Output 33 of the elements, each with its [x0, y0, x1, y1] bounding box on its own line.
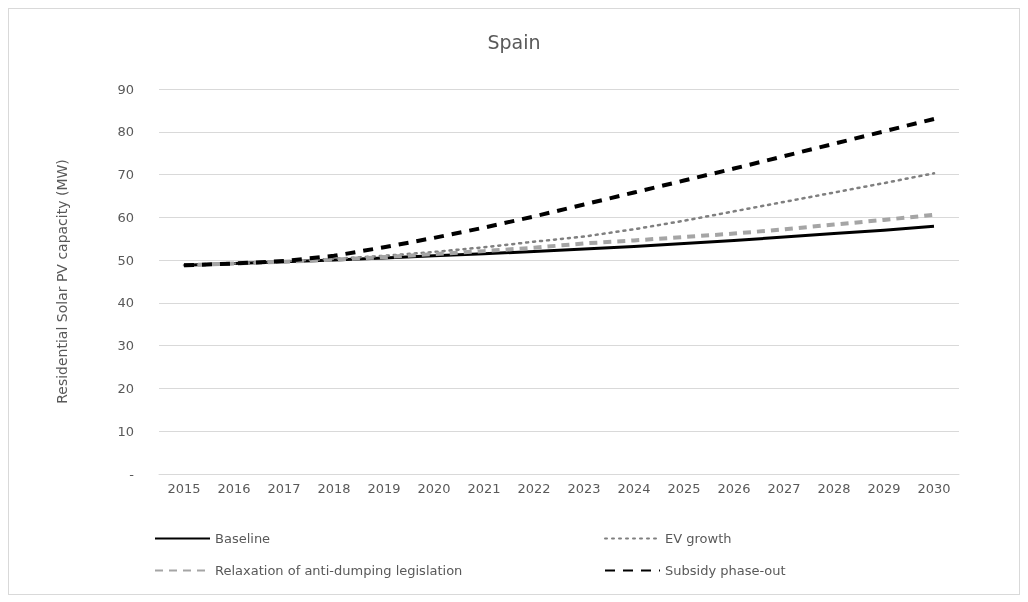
x-tick-label: 2019 — [367, 481, 401, 496]
x-tick-label: 2028 — [817, 481, 851, 496]
x-tick-label: 2020 — [417, 481, 451, 496]
y-tick-label: 40 — [117, 295, 134, 311]
x-tick-label: 2022 — [517, 481, 551, 496]
y-tick-label: 50 — [117, 252, 134, 268]
x-tick-label: 2026 — [717, 481, 751, 496]
line-series — [182, 172, 936, 267]
x-tick-label: 2016 — [217, 481, 251, 496]
y-tick-label: 90 — [117, 81, 134, 97]
x-tick-label: 2027 — [767, 481, 801, 496]
y-tick-label: - — [129, 466, 135, 482]
x-tick-label: 2017 — [267, 481, 301, 496]
legend-label: EV growth — [665, 531, 732, 546]
x-tick-label: 2023 — [567, 481, 601, 496]
x-tick-label: 2030 — [917, 481, 951, 496]
legend-label: Baseline — [215, 531, 271, 546]
y-tick-label: 10 — [117, 423, 134, 439]
x-tick-label: 2029 — [867, 481, 901, 496]
legend-label: Relaxation of anti-dumping legislation — [215, 563, 463, 578]
y-tick-label: 20 — [117, 380, 134, 396]
chart-title: Spain — [487, 30, 541, 53]
y-tick-label: 30 — [117, 338, 134, 354]
y-axis-title: Residential Solar PV capacity (MW) — [54, 159, 70, 404]
x-tick-label: 2021 — [467, 481, 501, 496]
x-tick-label: 2015 — [167, 481, 201, 496]
x-tick-label: 2018 — [317, 481, 351, 496]
y-tick-label: 80 — [117, 124, 134, 140]
x-tick-label: 2025 — [667, 481, 701, 496]
y-tick-label: 60 — [117, 209, 134, 225]
y-tick-label: 70 — [117, 167, 134, 183]
x-tick-label: 2024 — [617, 481, 651, 496]
legend-label: Subsidy phase-out — [665, 563, 786, 578]
